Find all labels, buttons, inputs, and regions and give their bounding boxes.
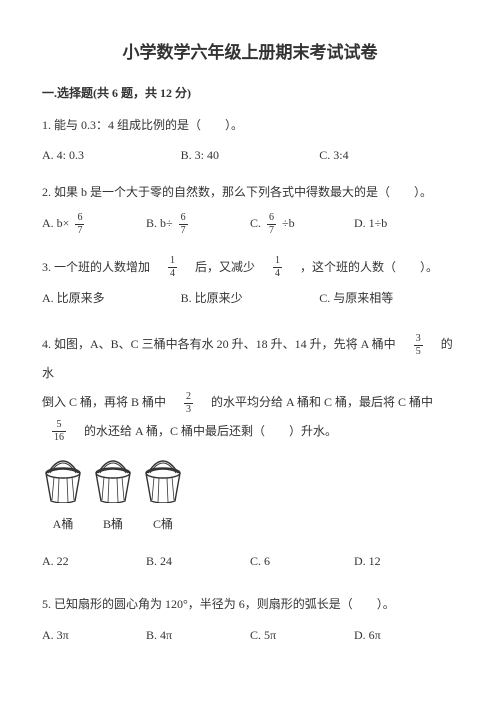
q2-opt-d: D. 1÷b xyxy=(354,212,458,236)
q2-opt-c-suffix: ÷b xyxy=(282,216,295,230)
q2-opt-a-text: A. b× xyxy=(42,216,69,230)
q4-stem: 4. 如图，A、B、C 三桶中各有水 20 升、18 升、14 升，先将 A 桶… xyxy=(42,330,458,445)
q3-stem: 3. 一个班的人数增加 14 后，又减少 14 ，这个班的人数（ ）。 xyxy=(42,256,458,280)
q1-stem: 1. 能与 0.3：4 组成比例的是（ ）。 xyxy=(42,114,458,137)
bucket-icon xyxy=(42,457,84,503)
q1-options: A. 4: 0.3 B. 3: 40 C. 3:4 xyxy=(42,144,458,167)
q5-opt-b: B. 4π xyxy=(146,624,250,647)
question-1: 1. 能与 0.3：4 组成比例的是（ ）。 A. 4: 0.3 B. 3: 4… xyxy=(42,114,458,168)
bucket-a: A桶 xyxy=(42,457,84,536)
bucket-icon xyxy=(92,457,134,503)
q2-opt-b: B. b÷ 67 xyxy=(146,212,250,236)
q4-opt-c: C. 6 xyxy=(250,550,354,573)
q2-opt-a: A. b× 67 xyxy=(42,212,146,236)
q3-opt-a: A. 比原来多 xyxy=(42,287,181,310)
q5-opt-d: D. 6π xyxy=(354,624,458,647)
bucket-figure: A桶 B桶 xyxy=(42,457,458,536)
q4-l2-pre: 倒入 C 桶，再将 B 桶中 xyxy=(42,395,178,409)
fraction-icon: 67 xyxy=(179,213,188,236)
q2-opt-c-text: C. xyxy=(250,216,264,230)
fraction-icon: 35 xyxy=(414,334,423,357)
q2-stem: 2. 如果 b 是一个大于零的自然数，那么下列各式中得数最大的是（ ）。 xyxy=(42,181,458,204)
bucket-c-label: C桶 xyxy=(142,513,184,536)
fraction-icon: 14 xyxy=(168,256,177,279)
bucket-b: B桶 xyxy=(92,457,134,536)
q4-opt-d: D. 12 xyxy=(354,550,458,573)
question-4: 4. 如图，A、B、C 三桶中各有水 20 升、18 升、14 升，先将 A 桶… xyxy=(42,330,458,573)
q3-options: A. 比原来多 B. 比原来少 C. 与原来相等 xyxy=(42,287,458,310)
fraction-icon: 516 xyxy=(52,420,66,443)
question-3: 3. 一个班的人数增加 14 后，又减少 14 ，这个班的人数（ ）。 A. 比… xyxy=(42,256,458,311)
q4-l2-post: 的水平均分给 A 桶和 C 桶，最后将 C 桶中 xyxy=(199,395,433,409)
fraction-icon: 14 xyxy=(273,256,282,279)
q3-opt-b: B. 比原来少 xyxy=(181,287,320,310)
q2-opt-b-text: B. b÷ xyxy=(146,216,173,230)
q4-opt-b: B. 24 xyxy=(146,550,250,573)
question-5: 5. 已知扇形的圆心角为 120°，半径为 6，则扇形的弧长是（ ）。 A. 3… xyxy=(42,593,458,647)
q2-options: A. b× 67 B. b÷ 67 C. 67 ÷b D. 1÷b xyxy=(42,212,458,236)
q5-opt-c: C. 5π xyxy=(250,624,354,647)
q3-opt-c: C. 与原来相等 xyxy=(319,287,458,310)
q4-options: A. 22 B. 24 C. 6 D. 12 xyxy=(42,550,458,573)
section-header: 一.选择题(共 6 题，共 12 分) xyxy=(42,84,458,102)
q3-stem-post: ，这个班的人数（ ）。 xyxy=(288,260,438,274)
q1-opt-b: B. 3: 40 xyxy=(181,144,320,167)
bucket-b-label: B桶 xyxy=(92,513,134,536)
page-title: 小学数学六年级上册期末考试试卷 xyxy=(42,40,458,66)
q5-stem: 5. 已知扇形的圆心角为 120°，半径为 6，则扇形的弧长是（ ）。 xyxy=(42,593,458,616)
q3-stem-pre: 3. 一个班的人数增加 xyxy=(42,260,162,274)
q4-opt-a: A. 22 xyxy=(42,550,146,573)
bucket-a-label: A桶 xyxy=(42,513,84,536)
fraction-icon: 23 xyxy=(184,392,193,415)
question-2: 2. 如果 b 是一个大于零的自然数，那么下列各式中得数最大的是（ ）。 A. … xyxy=(42,181,458,236)
q5-options: A. 3π B. 4π C. 5π D. 6π xyxy=(42,624,458,647)
q5-opt-a: A. 3π xyxy=(42,624,146,647)
fraction-icon: 67 xyxy=(267,213,276,236)
bucket-c: C桶 xyxy=(142,457,184,536)
bucket-icon xyxy=(142,457,184,503)
q4-l1-pre: 4. 如图，A、B、C 三桶中各有水 20 升、18 升、14 升，先将 A 桶… xyxy=(42,337,408,351)
q2-opt-c: C. 67 ÷b xyxy=(250,212,354,236)
fraction-icon: 67 xyxy=(75,213,84,236)
q3-stem-mid: 后，又减少 xyxy=(183,260,267,274)
q1-opt-c: C. 3:4 xyxy=(319,144,458,167)
q1-opt-a: A. 4: 0.3 xyxy=(42,144,181,167)
q4-l3-post: 的水还给 A 桶，C 桶中最后还剩（ ）升水。 xyxy=(72,424,337,438)
